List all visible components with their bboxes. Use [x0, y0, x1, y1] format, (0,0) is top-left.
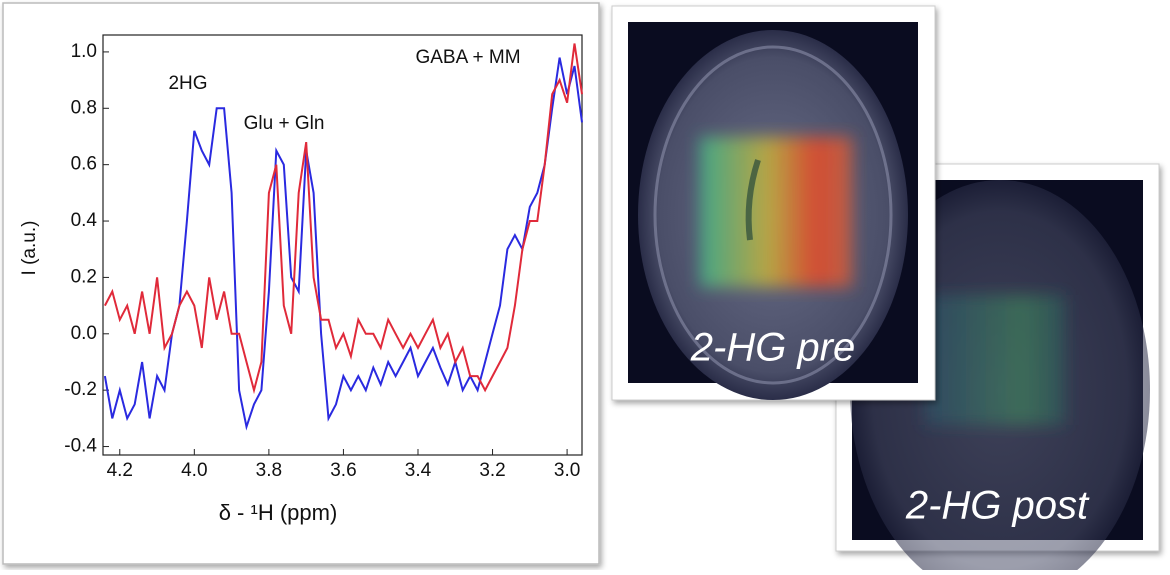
- x-tick-label: 3.8: [256, 460, 282, 481]
- y-axis-label: I (a.u.): [19, 221, 40, 276]
- plot-frame: [102, 34, 583, 456]
- annotation: GABA + MM: [415, 47, 520, 68]
- y-tick-label: 0.4: [71, 210, 98, 231]
- y-tick-label: 0.0: [71, 323, 97, 344]
- heatmap: [925, 295, 1065, 425]
- brain-outline: [653, 45, 893, 385]
- y-tick-label: 0.6: [71, 154, 97, 175]
- x-tick-label: 4.2: [107, 460, 133, 481]
- y-tick-label: 1.0: [71, 41, 97, 62]
- y-tick-label: 0.8: [71, 97, 97, 118]
- chart-panel: [2, 2, 600, 565]
- x-axis-label: δ - ¹H (ppm): [219, 500, 338, 525]
- annotation: 2HG: [168, 73, 207, 94]
- image-label: 2-HG pre: [690, 326, 856, 370]
- image-pre: 2-HG pre: [611, 5, 936, 401]
- series-line: [103, 57, 583, 431]
- x-tick-label: 3.2: [479, 460, 505, 481]
- x-tick-label: 4.0: [181, 460, 207, 481]
- annotation: Glu + Gln: [244, 113, 325, 134]
- x-tick-label: 3.4: [405, 460, 432, 481]
- y-tick-label: -0.2: [64, 379, 97, 400]
- image-label: 2-HG post: [905, 484, 1090, 528]
- series-line: [104, 43, 583, 395]
- heatmap: [700, 137, 852, 287]
- ventricle: [745, 159, 761, 241]
- y-tick-label: 0.2: [71, 266, 97, 287]
- x-tick-label: 3.0: [554, 460, 580, 481]
- x-tick-label: 3.6: [330, 460, 356, 481]
- y-tick-label: -0.4: [64, 436, 97, 457]
